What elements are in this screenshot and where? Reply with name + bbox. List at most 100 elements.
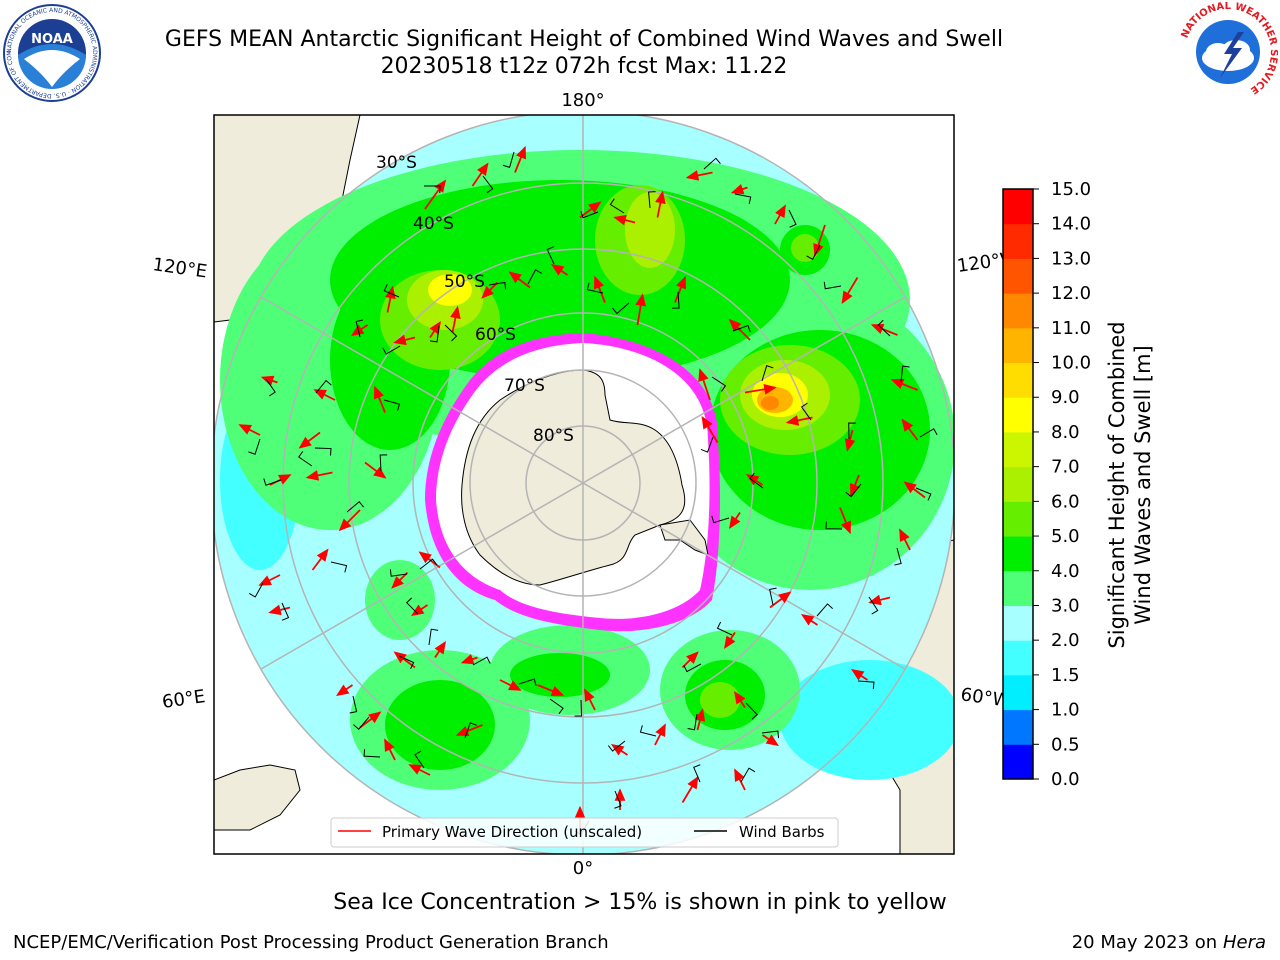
wave-direction-arrow	[455, 724, 483, 737]
colorbar-tick-label: 3.0	[1051, 595, 1080, 616]
colorbar-swatch	[1003, 293, 1033, 329]
colorbar-tick-label: 5.0	[1051, 526, 1080, 547]
wave-direction-arrow	[868, 594, 891, 606]
colorbar-tick-label: 1.0	[1051, 700, 1080, 721]
wave-direction-arrow	[839, 507, 852, 535]
lon-label-0: 0°	[573, 858, 593, 879]
colorbar-swatch	[1003, 570, 1033, 606]
wave-direction-arrow	[674, 275, 687, 303]
wind-barb	[740, 767, 756, 783]
wind-barb	[683, 663, 702, 673]
wind-barb	[734, 193, 752, 204]
chart-title: GEFS MEAN Antarctic Significant Height o…	[164, 27, 1004, 52]
legend-label-wave-direction: Primary Wave Direction (unscaled)	[382, 823, 642, 841]
wind-barb	[527, 269, 542, 285]
wave-direction-arrow	[338, 509, 361, 532]
wind-barb	[405, 597, 419, 615]
wave-direction-arrow	[785, 415, 813, 426]
footer-branch: NCEP/EMC/Verification Post Processing Pr…	[13, 932, 609, 953]
wind-barb	[586, 282, 604, 294]
wind-barb	[430, 325, 440, 343]
wave-direction-arrow	[844, 429, 856, 452]
wind-barb	[398, 655, 415, 670]
lon-label-120e: 120°E	[151, 254, 208, 282]
chart-subtitle: 20230518 t12z 072h fcst Max: 11.22	[380, 54, 788, 79]
wave-direction-arrow	[298, 431, 321, 449]
wave-direction-arrow	[537, 684, 565, 697]
wave-direction-arrow	[730, 183, 748, 195]
wave-direction-arrow	[450, 305, 461, 333]
wave-direction-arrow	[870, 323, 898, 336]
wind-barb	[389, 569, 408, 577]
wind-barb	[800, 402, 812, 421]
wave-direction-arrow	[724, 632, 736, 649]
antarctic-peninsula	[659, 519, 709, 556]
wave-direction-arrow	[508, 271, 531, 289]
wind-barb	[703, 157, 721, 170]
colorbar-swatch	[1003, 258, 1033, 294]
wave-direction-arrow	[701, 415, 719, 443]
lat-label-40s: 40°S	[413, 214, 454, 234]
wave-direction-arrow	[729, 512, 741, 529]
wave-direction-arrow	[305, 470, 333, 481]
colorbar-swatch	[1003, 640, 1033, 676]
wind-barb	[248, 438, 261, 455]
colorbar-label-line2: Wind Waves and Swell [m]	[1131, 345, 1155, 625]
map-frame	[213, 114, 955, 855]
wind-barb	[732, 324, 751, 333]
lat-label-80s: 80°S	[533, 426, 574, 446]
colorbar-tick-label: 13.0	[1051, 248, 1091, 269]
wind-barb	[749, 472, 764, 489]
wave-direction-arrow	[393, 651, 416, 669]
wind-barb	[482, 175, 494, 194]
wind-barb	[428, 628, 439, 646]
wind-barb	[614, 790, 622, 809]
wave-direction-arrow	[584, 688, 596, 711]
wind-barb	[349, 695, 358, 714]
wind-barb	[711, 515, 730, 524]
wind-barb	[353, 716, 370, 730]
wind-barb	[915, 487, 932, 501]
colorbar-tick-label: 0.0	[1051, 769, 1080, 790]
wind-barb	[281, 602, 290, 621]
wave-direction-arrow	[418, 551, 441, 569]
colorbar-label-line1: Significant Height of Combined	[1105, 321, 1129, 648]
wind-barb	[648, 191, 656, 209]
colorbar-swatch	[1003, 327, 1033, 364]
wave-direction-arrow	[681, 775, 699, 803]
wind-barb	[716, 621, 733, 636]
wind-barb	[472, 656, 491, 666]
wave-direction-arrow	[734, 691, 746, 708]
wind-barb	[265, 378, 276, 397]
colorbar-swatch	[1003, 744, 1033, 780]
wave-direction-arrow	[384, 738, 396, 761]
colorbar-swatch	[1003, 466, 1033, 502]
lat-label-50s: 50°S	[444, 272, 485, 292]
wind-barb	[488, 281, 507, 290]
wave-direction-arrow	[471, 162, 489, 187]
wave-direction-arrow	[351, 324, 368, 336]
wave-direction-arrow	[681, 651, 699, 669]
colorbar-swatch	[1003, 501, 1033, 537]
wind-barb	[383, 284, 400, 298]
wind-barb	[346, 501, 364, 513]
wave-direction-arrow	[429, 321, 441, 338]
wind-barb	[383, 399, 401, 411]
wave-direction-arrow	[364, 461, 387, 479]
colorbar-swatch	[1003, 223, 1033, 259]
wind-barb	[298, 451, 313, 467]
wave-direction-arrow	[481, 281, 499, 299]
wind-barb	[414, 750, 425, 769]
wind-barb	[639, 725, 657, 737]
wind-barb	[687, 713, 698, 731]
wind-barb	[382, 345, 401, 355]
lon-label-60e: 60°E	[161, 686, 207, 713]
colorbar-tick-label: 9.0	[1051, 387, 1080, 408]
wind-barb	[546, 246, 555, 265]
colorbar-tick-label: 1.5	[1051, 665, 1080, 686]
wave-direction-arrow	[336, 684, 353, 696]
wind-barb	[355, 319, 364, 338]
wind-barb	[607, 740, 626, 752]
colorbar-frame	[1002, 188, 1034, 780]
